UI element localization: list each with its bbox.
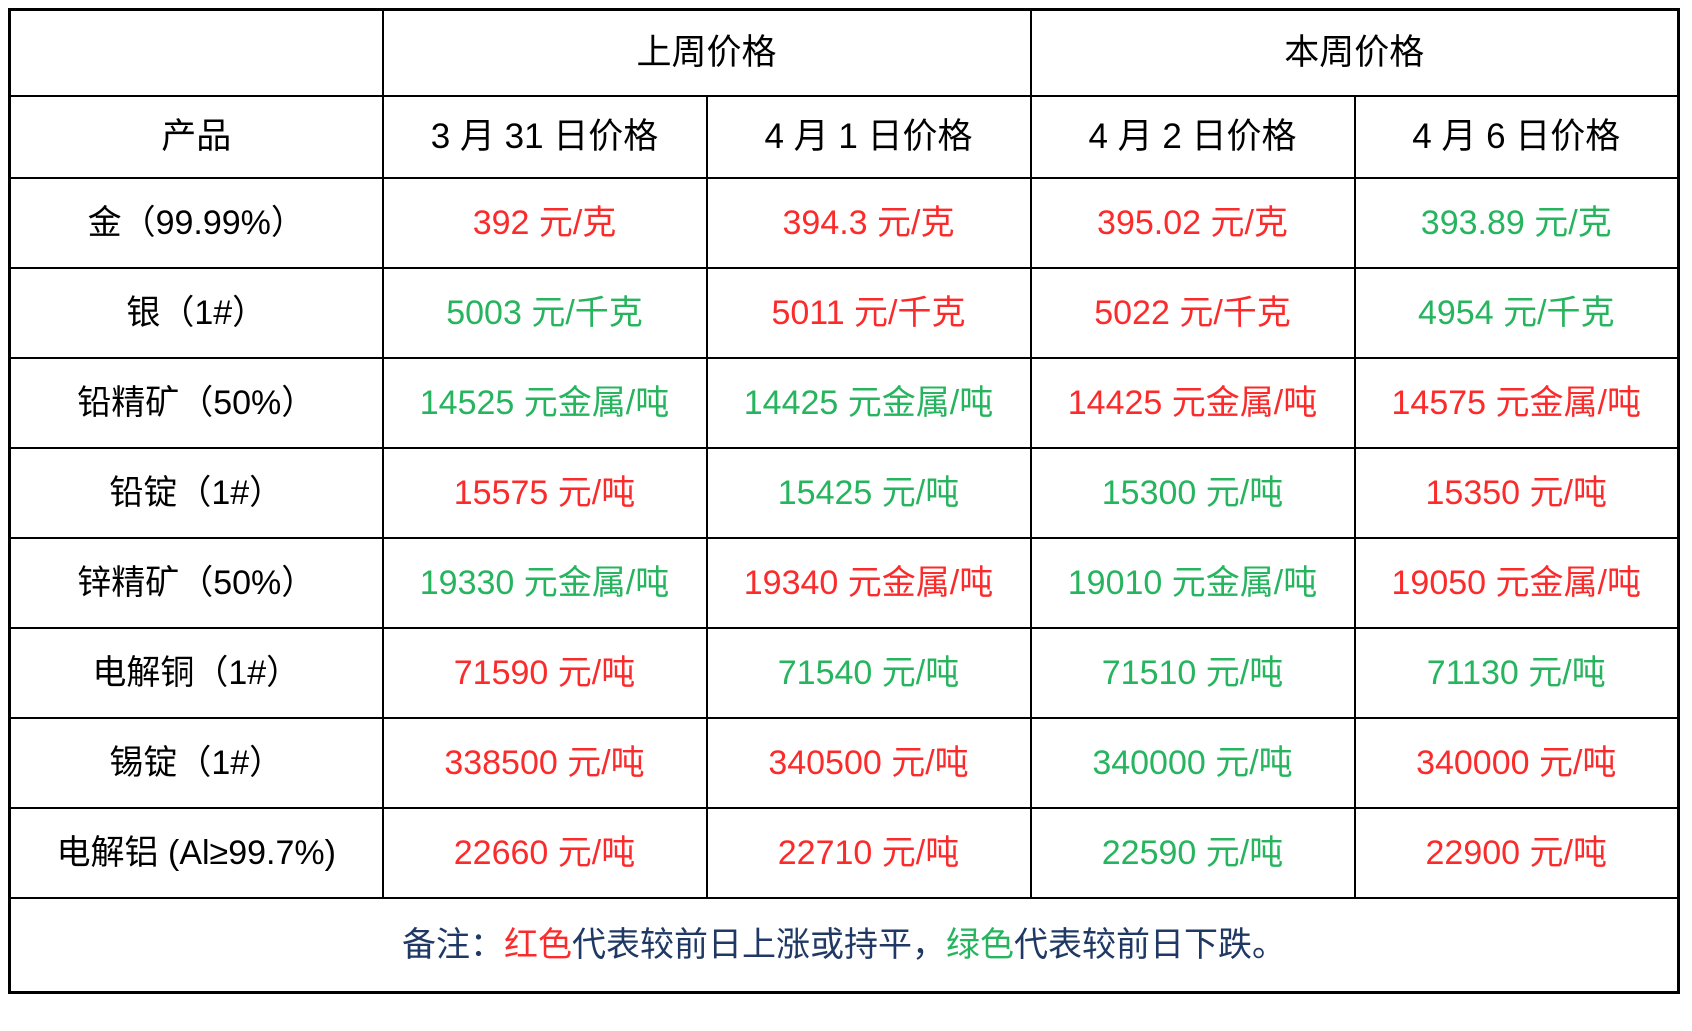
price-cell: 15350 元/吨 — [1353, 447, 1680, 539]
price-cell: 22710 元/吨 — [705, 807, 1032, 899]
price-value: 4954 元/千克 — [1417, 293, 1615, 332]
product-cell: 锌精矿（50%） — [8, 537, 384, 629]
price-cell: 71130 元/吨 — [1353, 627, 1680, 719]
price-value: 15425 元/吨 — [777, 473, 960, 512]
price-cell: 392 元/克 — [381, 177, 708, 269]
price-cell: 340000 元/吨 — [1029, 717, 1356, 809]
price-value: 71130 元/吨 — [1426, 653, 1606, 692]
date-header-apr2: 4 月 2 日价格 — [1029, 95, 1356, 179]
price-cell: 14525 元金属/吨 — [381, 357, 708, 449]
table-row-copper: 电解铜（1#） 71590 元/吨 71540 元/吨 71510 元/吨 71… — [8, 627, 1680, 719]
note-row: 备注：红色代表较前日上涨或持平，绿色代表较前日下跌。 — [8, 897, 1680, 994]
price-cell: 14575 元金属/吨 — [1353, 357, 1680, 449]
date-header-mar31: 3 月 31 日价格 — [381, 95, 708, 179]
price-value: 19010 元金属/吨 — [1067, 563, 1318, 602]
price-value: 14575 元金属/吨 — [1391, 383, 1641, 422]
price-cell: 395.02 元/克 — [1029, 177, 1356, 269]
price-cell: 22660 元/吨 — [381, 807, 708, 899]
price-value: 22660 元/吨 — [453, 833, 636, 872]
price-value: 5011 元/千克 — [771, 293, 966, 332]
price-cell: 19050 元金属/吨 — [1353, 537, 1680, 629]
price-cell: 71590 元/吨 — [381, 627, 708, 719]
price-value: 394.3 元/克 — [782, 203, 955, 242]
price-value: 338500 元/吨 — [444, 743, 645, 782]
price-value: 14425 元金属/吨 — [743, 383, 994, 422]
price-cell: 19340 元金属/吨 — [705, 537, 1032, 629]
note-prefix: 备注： — [402, 925, 504, 964]
price-cell: 394.3 元/克 — [705, 177, 1032, 269]
product-cell: 铅精矿（50%） — [8, 357, 384, 449]
price-value: 14525 元金属/吨 — [419, 383, 670, 422]
price-cell: 15425 元/吨 — [705, 447, 1032, 539]
price-cell: 15575 元/吨 — [381, 447, 708, 539]
product-cell: 锡锭（1#） — [8, 717, 384, 809]
note-green-desc: 代表较前日下跌。 — [1014, 925, 1286, 964]
price-table: 上周价格 本周价格 产品 3 月 31 日价格 4 月 1 日价格 4 月 2 … — [8, 8, 1680, 994]
product-column-header: 产品 — [8, 95, 384, 179]
product-cell: 电解铜（1#） — [8, 627, 384, 719]
price-cell: 340000 元/吨 — [1353, 717, 1680, 809]
table-row-silver: 银（1#） 5003 元/千克 5011 元/千克 5022 元/千克 4954… — [8, 267, 1680, 359]
price-value: 71590 元/吨 — [453, 653, 636, 692]
price-cell: 5003 元/千克 — [381, 267, 708, 359]
note-red-desc: 代表较前日上涨或持平， — [572, 925, 946, 964]
note: 备注：红色代表较前日上涨或持平，绿色代表较前日下跌。 — [8, 897, 1680, 994]
date-header-row: 产品 3 月 31 日价格 4 月 1 日价格 4 月 2 日价格 4 月 6 … — [8, 95, 1680, 179]
product-cell: 金（99.99%） — [8, 177, 384, 269]
product-cell: 铅锭（1#） — [8, 447, 384, 539]
price-value: 15350 元/吨 — [1425, 473, 1607, 512]
price-cell: 340500 元/吨 — [705, 717, 1032, 809]
price-value: 19340 元金属/吨 — [743, 563, 994, 602]
note-red-label: 红色 — [504, 925, 572, 964]
header-last-week: 上周价格 — [381, 8, 1032, 97]
price-value: 22710 元/吨 — [777, 833, 960, 872]
price-cell: 19010 元金属/吨 — [1029, 537, 1356, 629]
price-value: 392 元/克 — [472, 203, 617, 242]
price-cell: 14425 元金属/吨 — [705, 357, 1032, 449]
price-value: 71510 元/吨 — [1101, 653, 1284, 692]
header-this-week: 本周价格 — [1029, 8, 1680, 97]
table-row-lead-concentrate: 铅精矿（50%） 14525 元金属/吨 14425 元金属/吨 14425 元… — [8, 357, 1680, 449]
table-row-aluminum: 电解铝 (Al≥99.7%) 22660 元/吨 22710 元/吨 22590… — [8, 807, 1680, 899]
price-cell: 19330 元金属/吨 — [381, 537, 708, 629]
price-cell: 71540 元/吨 — [705, 627, 1032, 719]
price-value: 15575 元/吨 — [453, 473, 636, 512]
product-cell: 电解铝 (Al≥99.7%) — [8, 807, 384, 899]
date-header-apr1: 4 月 1 日价格 — [705, 95, 1032, 179]
price-cell: 4954 元/千克 — [1353, 267, 1680, 359]
price-value: 5022 元/千克 — [1094, 293, 1291, 332]
price-cell: 393.89 元/克 — [1353, 177, 1680, 269]
price-cell: 5011 元/千克 — [705, 267, 1032, 359]
table-row-zinc-concentrate: 锌精矿（50%） 19330 元金属/吨 19340 元金属/吨 19010 元… — [8, 537, 1680, 629]
price-value: 393.89 元/克 — [1420, 203, 1612, 242]
group-header-row: 上周价格 本周价格 — [8, 8, 1680, 97]
price-cell: 22590 元/吨 — [1029, 807, 1356, 899]
price-value: 14425 元金属/吨 — [1067, 383, 1318, 422]
price-value: 395.02 元/克 — [1097, 203, 1288, 242]
table-row-gold: 金（99.99%） 392 元/克 394.3 元/克 395.02 元/克 3… — [8, 177, 1680, 269]
table-row-lead-ingot: 铅锭（1#） 15575 元/吨 15425 元/吨 15300 元/吨 153… — [8, 447, 1680, 539]
corner-cell — [8, 8, 384, 97]
price-value: 340500 元/吨 — [768, 743, 969, 782]
price-value: 19050 元金属/吨 — [1391, 563, 1641, 602]
price-value: 340000 元/吨 — [1092, 743, 1293, 782]
price-cell: 338500 元/吨 — [381, 717, 708, 809]
price-value: 22900 元/吨 — [1425, 833, 1607, 872]
price-cell: 22900 元/吨 — [1353, 807, 1680, 899]
price-cell: 5022 元/千克 — [1029, 267, 1356, 359]
price-value: 19330 元金属/吨 — [419, 563, 670, 602]
price-value: 71540 元/吨 — [777, 653, 960, 692]
date-header-apr6: 4 月 6 日价格 — [1353, 95, 1680, 179]
price-cell: 15300 元/吨 — [1029, 447, 1356, 539]
price-value: 15300 元/吨 — [1101, 473, 1284, 512]
note-green-label: 绿色 — [946, 925, 1014, 964]
price-value: 22590 元/吨 — [1101, 833, 1284, 872]
price-cell: 71510 元/吨 — [1029, 627, 1356, 719]
table-row-tin-ingot: 锡锭（1#） 338500 元/吨 340500 元/吨 340000 元/吨 … — [8, 717, 1680, 809]
price-value: 340000 元/吨 — [1416, 743, 1617, 782]
price-cell: 14425 元金属/吨 — [1029, 357, 1356, 449]
price-value: 5003 元/千克 — [446, 293, 643, 332]
product-cell: 银（1#） — [8, 267, 384, 359]
